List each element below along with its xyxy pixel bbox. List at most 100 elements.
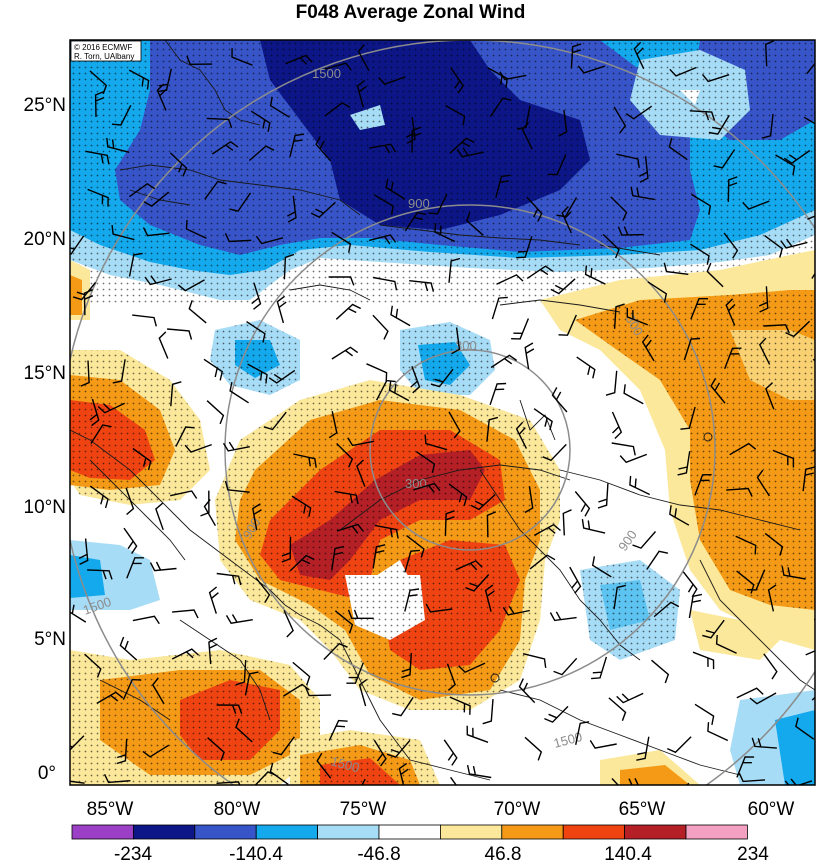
wind-barb <box>749 692 777 705</box>
wind-barb <box>688 593 703 619</box>
colorbar <box>71 824 748 840</box>
wind-barb <box>331 346 359 360</box>
credit-line-1: © 2016 ECMWF <box>74 43 132 52</box>
wind-barb <box>208 637 218 665</box>
wind-barb <box>404 211 427 232</box>
colorbar-label: -46.8 <box>357 844 400 864</box>
wind-barb <box>470 493 496 511</box>
wind-barb <box>172 609 199 619</box>
wind-barb <box>373 739 387 767</box>
wind-barb <box>484 584 495 612</box>
wind-barb <box>764 235 784 258</box>
wind-barb <box>707 722 729 742</box>
colorbar-swatch <box>71 824 134 840</box>
wind-barb <box>372 314 389 340</box>
wind-barb <box>255 577 271 603</box>
wind-barb <box>356 80 367 108</box>
wind-barb <box>764 532 784 556</box>
wind-barb <box>328 276 355 286</box>
wind-barb <box>448 411 461 439</box>
wind-barb <box>683 337 701 361</box>
wind-barb <box>119 636 138 661</box>
wind-barb <box>584 265 606 285</box>
lon-label: 80°W <box>214 799 261 820</box>
wind-barb <box>542 443 567 462</box>
wind-barb <box>96 691 124 705</box>
wind-barb <box>316 752 332 779</box>
ring-label: 1500 <box>329 753 361 775</box>
wind-barb <box>224 233 252 243</box>
wind-barb <box>208 586 219 614</box>
wind-barb <box>558 109 568 137</box>
wind-barb <box>761 113 774 139</box>
wind-barb <box>89 398 100 427</box>
wind-barb <box>489 382 507 406</box>
wind-barb <box>638 156 649 183</box>
wind-barb <box>764 40 775 67</box>
wind-barb <box>575 721 590 745</box>
wind-barb <box>231 48 253 66</box>
wind-barb <box>570 43 582 69</box>
wind-barb <box>244 671 259 696</box>
wind-barb <box>170 490 198 499</box>
wind-barb <box>677 451 691 476</box>
wind-barb <box>524 342 535 370</box>
wind-barb <box>690 243 710 265</box>
wind-barb <box>516 235 533 259</box>
wind-barb <box>489 97 512 117</box>
wind-barb <box>84 653 102 678</box>
wind-barb <box>682 571 698 598</box>
wind-barb <box>156 83 167 111</box>
wind-barb <box>783 149 811 165</box>
wind-barb <box>385 178 406 200</box>
wind-barb <box>533 523 561 537</box>
colorbar-swatch <box>132 824 196 840</box>
wind-barb <box>715 634 737 654</box>
wind-barb <box>524 736 543 761</box>
wind-barb <box>577 65 606 74</box>
wind-barb <box>203 358 223 381</box>
wind-barb <box>268 369 296 384</box>
wind-barb <box>443 739 458 766</box>
wind-barb <box>250 110 271 132</box>
wind-barb <box>216 572 242 586</box>
wind-barb <box>97 402 125 414</box>
wind-barb <box>368 234 397 245</box>
wind-barb <box>70 735 85 751</box>
wind-barb <box>729 442 757 456</box>
wind-barb <box>269 762 289 785</box>
wind-barb <box>692 651 715 670</box>
colorbar-swatch <box>255 824 319 840</box>
wind-barb <box>490 354 518 369</box>
wind-barb <box>434 223 456 243</box>
wind-barb <box>410 365 421 394</box>
wind-barb <box>619 453 648 464</box>
wind-barb <box>216 704 243 714</box>
wind-barb <box>224 480 250 493</box>
wind-barb <box>151 677 165 705</box>
wind-barb <box>143 191 170 207</box>
wind-barb <box>763 324 790 334</box>
wind-barb <box>305 687 332 697</box>
wind-barb <box>425 603 453 613</box>
wind-barb <box>413 482 441 493</box>
wind-barb <box>710 377 726 404</box>
wind-barb <box>132 314 157 327</box>
wind-barb <box>806 62 815 75</box>
wind-barb <box>616 153 640 169</box>
colorbar-swatch <box>501 824 564 840</box>
wind-barb <box>758 337 771 365</box>
wind-barb <box>229 381 249 404</box>
wind-barb <box>269 96 290 118</box>
credit-box: © 2016 ECMWF R. Torn, UAlbany <box>70 40 142 62</box>
wind-barb <box>346 662 364 684</box>
wind-barb <box>123 527 138 554</box>
wind-barb <box>486 511 497 538</box>
wind-barb <box>747 569 766 591</box>
wind-barb <box>357 44 370 72</box>
lat-label: 15°N <box>24 363 66 384</box>
wind-barb <box>375 379 396 401</box>
wind-barb <box>386 739 411 758</box>
colorbar-label: 46.8 <box>485 844 522 864</box>
wind-barb <box>613 106 627 134</box>
